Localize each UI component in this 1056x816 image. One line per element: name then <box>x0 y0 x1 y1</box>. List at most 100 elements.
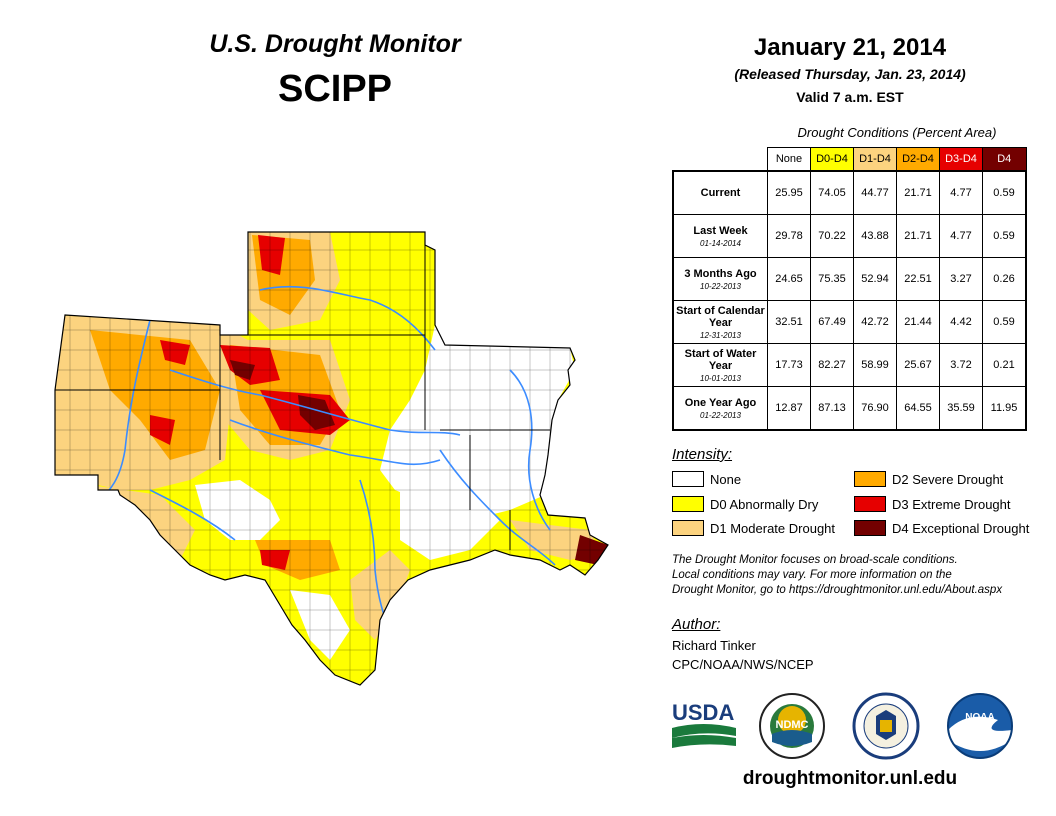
disclaimer-text: The Drought Monitor focuses on broad-sca… <box>672 553 1042 598</box>
table-cell: 64.55 <box>896 386 940 431</box>
row-label-text: Start of Calendar Year <box>676 304 765 329</box>
legend-swatch <box>672 520 704 536</box>
none-east-area <box>380 325 575 520</box>
table-cell: 4.77 <box>939 214 983 258</box>
table-row: 3 Months Ago 10-22-2013 24.65 75.35 52.94 22.… <box>672 257 1027 301</box>
table-cell: 21.71 <box>896 214 940 258</box>
agency-logos: USDA NDMC NOAA <box>672 692 1013 760</box>
drought-map <box>54 231 609 686</box>
table-cell: 3.72 <box>939 343 983 387</box>
table-cell: 76.90 <box>853 386 897 431</box>
row-label: Start of Water Year 10-01-2013 <box>672 343 768 387</box>
disclaimer-line: The Drought Monitor focuses on broad-sca… <box>672 554 958 566</box>
table-caption: Drought Conditions (Percent Area) <box>797 125 997 140</box>
table-cell: 25.95 <box>767 170 811 215</box>
table-row: Last Week 01-14-2014 29.78 70.22 43.88 21.71 4… <box>672 214 1027 258</box>
legend-label: D0 Abnormally Dry <box>710 496 819 512</box>
col-none: None <box>767 147 811 172</box>
table-cell: 75.35 <box>810 257 854 301</box>
row-label-text: Current <box>700 187 741 199</box>
map-date: January 21, 2014 <box>753 34 947 61</box>
legend-title: Intensity: <box>672 446 733 463</box>
table-row: One Year Ago 01-22-2013 12.87 87.13 76.90 64.… <box>672 386 1027 431</box>
table-cell: 58.99 <box>853 343 897 387</box>
table-cell: 32.51 <box>767 300 811 344</box>
table-cell: 22.51 <box>896 257 940 301</box>
table-row: Current 25.95 74.05 44.77 21.71 4.77 0.59 <box>672 170 1027 215</box>
legend-item-none: None <box>672 470 741 488</box>
map-title: U.S. Drought Monitor <box>209 30 461 58</box>
table-cell: 70.22 <box>810 214 854 258</box>
d2-new-mexico-area <box>90 330 220 460</box>
table-cell: 4.42 <box>939 300 983 344</box>
table-cell: 0.21 <box>982 343 1027 387</box>
table-cell: 11.95 <box>982 386 1027 431</box>
row-label-date: 01-14-2014 <box>700 238 741 248</box>
legend-swatch <box>672 471 704 487</box>
legend-swatch <box>854 520 886 536</box>
drought-stats-table: None D0-D4 D1-D4 D2-D4 D3-D4 D4 Current 2… <box>672 147 1027 431</box>
table-cell: 0.59 <box>982 214 1027 258</box>
col-d1-d4: D1-D4 <box>853 147 897 172</box>
legend-item-d3: D3 Extreme Drought <box>854 495 1011 513</box>
legend-swatch <box>854 496 886 512</box>
author-name: Richard Tinker <box>672 638 756 653</box>
rivers <box>99 285 556 631</box>
legend-item-d1: D1 Moderate Drought <box>672 519 835 537</box>
row-label: 3 Months Ago 10-22-2013 <box>672 257 768 301</box>
table-row: Start of Calendar Year 12-31-2013 32.51 67.… <box>672 300 1027 344</box>
ndmc-logo: NDMC <box>759 693 825 759</box>
disclaimer-line: Drought Monitor, go to https://droughtmo… <box>672 584 1003 596</box>
region-outline <box>54 231 609 686</box>
table-header-row: None D0-D4 D1-D4 D2-D4 D3-D4 D4 <box>673 147 1027 172</box>
legend-label: None <box>710 471 742 487</box>
author-org: CPC/NOAA/NWS/NCEP <box>672 657 814 672</box>
col-d0-d4: D0-D4 <box>810 147 854 172</box>
disclaimer-line: Local conditions may vary. For more info… <box>672 569 952 581</box>
table-cell: 21.71 <box>896 170 940 215</box>
row-label-text: Last Week <box>693 224 748 237</box>
legend-item-d4: D4 Exceptional Drought <box>854 519 1029 537</box>
table-cell: 74.05 <box>810 170 854 215</box>
none-south-texas-area <box>290 590 350 660</box>
table-cell: 12.87 <box>767 386 811 431</box>
table-cell: 25.67 <box>896 343 940 387</box>
table-cell: 4.77 <box>939 170 983 215</box>
row-label: Start of Calendar Year 12-31-2013 <box>672 300 768 344</box>
table-cell: 67.49 <box>810 300 854 344</box>
legend-swatch <box>672 496 704 512</box>
region-title: SCIPP <box>277 68 393 110</box>
d3-kansas-area <box>258 235 285 275</box>
table-cell: 0.59 <box>982 300 1027 344</box>
table-cell: 44.77 <box>853 170 897 215</box>
row-label-date: 12-31-2013 <box>700 330 741 340</box>
legend-label: D2 Severe Drought <box>892 471 1004 487</box>
usda-logo-text: USDA <box>672 700 734 725</box>
author-heading: Author: <box>672 616 721 633</box>
table-cell: 82.27 <box>810 343 854 387</box>
legend-item-d2: D2 Severe Drought <box>854 470 1003 488</box>
d3-south-texas-area <box>260 550 290 570</box>
table-cell: 87.13 <box>810 386 854 431</box>
legend-label: D3 Extreme Drought <box>892 496 1011 512</box>
row-label: Current <box>672 170 768 215</box>
d4-oklahoma-area <box>298 395 335 430</box>
row-label-date: 10-22-2013 <box>700 281 741 291</box>
row-label: One Year Ago 01-22-2013 <box>672 386 768 431</box>
table-cell: 0.26 <box>982 257 1027 301</box>
row-label-text: 3 Months Ago <box>684 267 757 280</box>
ndmc-logo-text: NDMC <box>776 719 809 731</box>
table-cell: 35.59 <box>939 386 983 431</box>
legend-label: D1 Moderate Drought <box>710 520 836 536</box>
valid-time: Valid 7 a.m. EST <box>796 89 904 105</box>
row-label: Last Week 01-14-2014 <box>672 214 768 258</box>
table-cell: 43.88 <box>853 214 897 258</box>
legend-item-d0: D0 Abnormally Dry <box>672 495 818 513</box>
legend-label: D4 Exceptional Drought <box>892 520 1030 536</box>
table-cell: 24.65 <box>767 257 811 301</box>
table-corner <box>673 148 768 172</box>
table-cell: 52.94 <box>853 257 897 301</box>
site-url[interactable]: droughtmonitor.unl.edu <box>742 768 958 789</box>
col-d3-d4: D3-D4 <box>939 147 983 172</box>
noaa-logo-text: NOAA <box>965 712 994 723</box>
